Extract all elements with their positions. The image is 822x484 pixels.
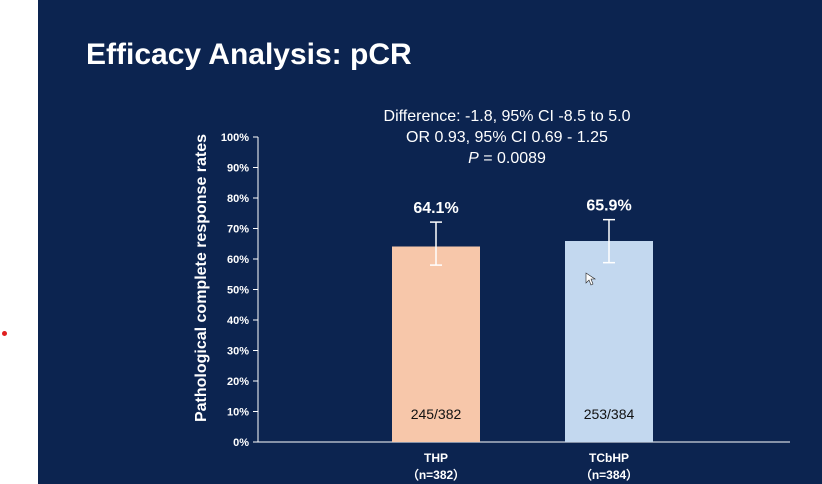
stats-p-label: P xyxy=(468,150,479,167)
bar xyxy=(392,246,480,442)
y-tick-label: 0% xyxy=(233,437,249,449)
bar-value-label: 64.1% xyxy=(413,200,458,217)
stats-odds-ratio: OR 0.93, 95% CI 0.69 - 1.25 xyxy=(406,129,608,146)
stats-p-line: P = 0.0089 xyxy=(332,148,682,169)
y-tick-label: 80% xyxy=(227,193,249,205)
x-category-label: THP xyxy=(424,451,448,465)
slide: Efficacy Analysis: pCR Pathological comp… xyxy=(38,0,822,484)
y-tick-label: 50% xyxy=(227,285,249,297)
y-tick-label: 20% xyxy=(227,376,249,388)
y-tick-label: 30% xyxy=(227,346,249,358)
stats-difference: Difference: -1.8, 95% CI -8.5 to 5.0 xyxy=(383,108,631,125)
bar-count-label: 253/384 xyxy=(584,406,635,422)
bar-value-label: 65.9% xyxy=(586,198,631,215)
x-category-sublabel: （n=382） xyxy=(407,467,465,482)
x-category-sublabel: （n=384） xyxy=(580,467,638,482)
bar-count-label: 245/382 xyxy=(411,406,462,422)
stats-block: Difference: -1.8, 95% CI -8.5 to 5.0 OR … xyxy=(332,106,682,169)
bar-chart: 0% 10% 20% 30% 40% 50% 60% 70% 80% 90% 100% 64.1% 24… xyxy=(221,132,790,482)
y-tick-label: 60% xyxy=(227,254,249,266)
mouse-cursor-icon xyxy=(585,272,596,286)
bar xyxy=(565,241,653,442)
stats-p-value: = 0.0089 xyxy=(478,150,546,167)
y-tick-label: 10% xyxy=(227,407,249,419)
page-left-margin xyxy=(0,0,38,484)
slide-title: Efficacy Analysis: pCR xyxy=(86,38,412,71)
y-tick-label: 40% xyxy=(227,315,249,327)
x-category-label: TCbHP xyxy=(589,451,629,465)
red-dot-marker xyxy=(2,331,7,336)
y-tick-label: 100% xyxy=(221,132,249,144)
y-tick-label: 70% xyxy=(227,224,249,236)
y-tick-label: 90% xyxy=(227,163,249,175)
